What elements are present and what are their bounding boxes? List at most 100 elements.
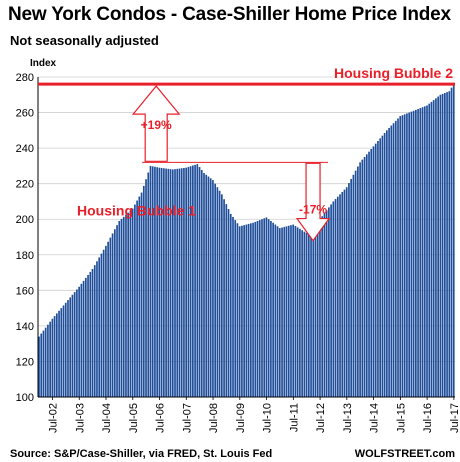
- bar: [348, 183, 350, 397]
- bar: [290, 225, 292, 397]
- bar: [258, 220, 261, 397]
- bar: [229, 213, 232, 397]
- bar: [301, 230, 303, 397]
- chart-subtitle: Not seasonally adjusted: [10, 33, 159, 48]
- bar: [423, 106, 426, 397]
- bar: [359, 162, 361, 397]
- bar: [238, 226, 241, 397]
- bar: [328, 207, 330, 397]
- bar: [218, 190, 221, 397]
- bar: [243, 225, 245, 397]
- bar: [113, 229, 116, 397]
- bar: [274, 224, 277, 397]
- x-tick-label: Jul-03: [74, 403, 86, 433]
- bar: [87, 274, 89, 397]
- bar: [365, 154, 368, 397]
- bar: [138, 196, 141, 397]
- bar: [341, 191, 344, 397]
- bar: [60, 308, 63, 397]
- bar: [225, 204, 228, 397]
- bar: [247, 223, 250, 397]
- bar: [142, 185, 145, 397]
- bar: [178, 168, 181, 397]
- x-tick-label: Jul-17: [449, 403, 460, 433]
- bar: [151, 166, 154, 397]
- x-tick-label: Jul-02: [47, 403, 59, 433]
- bar: [281, 227, 283, 397]
- bar: [183, 167, 185, 397]
- bar: [109, 237, 112, 397]
- bar: [40, 333, 43, 397]
- bar: [270, 221, 272, 397]
- bar: [156, 167, 159, 397]
- source-note: Source: S&P/Case-Shiller, via FRED, St. …: [10, 448, 272, 460]
- bar: [91, 269, 94, 397]
- rise-arrow: [131, 85, 181, 162]
- bar: [102, 249, 105, 397]
- y-tick-label: 280: [16, 72, 34, 84]
- annotations: Housing Bubble 2 +19% -17% Housing Bubble 1: [38, 65, 455, 242]
- y-tick-label: 180: [16, 250, 34, 262]
- bar: [47, 324, 49, 397]
- bar: [64, 302, 67, 397]
- bar: [339, 194, 341, 397]
- bar: [169, 169, 172, 397]
- x-tick-label: Jul-16: [422, 403, 434, 433]
- bar: [127, 212, 130, 397]
- bar: [263, 218, 266, 397]
- bar: [336, 196, 339, 397]
- bar: [357, 166, 359, 397]
- bar: [310, 235, 312, 397]
- bar: [345, 187, 348, 397]
- bar: [448, 91, 451, 397]
- bar: [187, 166, 190, 397]
- bar: [207, 176, 210, 397]
- bar: [430, 101, 433, 397]
- bar: [196, 164, 199, 397]
- bar: [84, 277, 87, 397]
- bar: [89, 271, 92, 397]
- y-tick-label: 140: [16, 321, 34, 333]
- fall-arrow: [295, 162, 331, 242]
- bar: [419, 108, 422, 397]
- bar: [129, 210, 132, 397]
- bar: [361, 159, 364, 397]
- chart-title: New York Condos - Case-Shiller Home Pric…: [8, 4, 451, 25]
- x-tick-label: Jul-09: [235, 403, 247, 433]
- bar: [71, 294, 74, 397]
- bar: [73, 292, 76, 397]
- x-tick-label: Jul-14: [369, 403, 381, 433]
- bar: [53, 316, 56, 397]
- bar: [245, 224, 248, 397]
- bar: [441, 93, 444, 397]
- bar: [415, 109, 417, 397]
- bar: [252, 222, 254, 397]
- bar: [432, 100, 435, 397]
- bar: [165, 168, 167, 397]
- bar: [147, 172, 150, 397]
- bar: [118, 221, 121, 397]
- bar: [69, 297, 72, 397]
- bubble2-label: Housing Bubble 2: [334, 65, 453, 81]
- bar: [120, 218, 123, 397]
- bar: [214, 183, 216, 397]
- x-tick-label: Jul-12: [315, 403, 327, 433]
- bar: [145, 179, 147, 397]
- bar: [192, 165, 194, 397]
- bar: [303, 231, 306, 397]
- bar: [149, 165, 152, 397]
- bar: [116, 225, 118, 397]
- bar: [58, 310, 60, 397]
- bar: [236, 223, 239, 397]
- bar: [450, 87, 453, 398]
- bar: [399, 116, 402, 397]
- bar: [267, 219, 270, 397]
- bar: [323, 213, 326, 397]
- bar: [107, 241, 109, 397]
- bar: [200, 170, 203, 397]
- bar: [397, 118, 399, 398]
- bar: [62, 305, 65, 397]
- bar: [352, 174, 355, 397]
- bar: [51, 318, 54, 397]
- bar: [292, 224, 295, 397]
